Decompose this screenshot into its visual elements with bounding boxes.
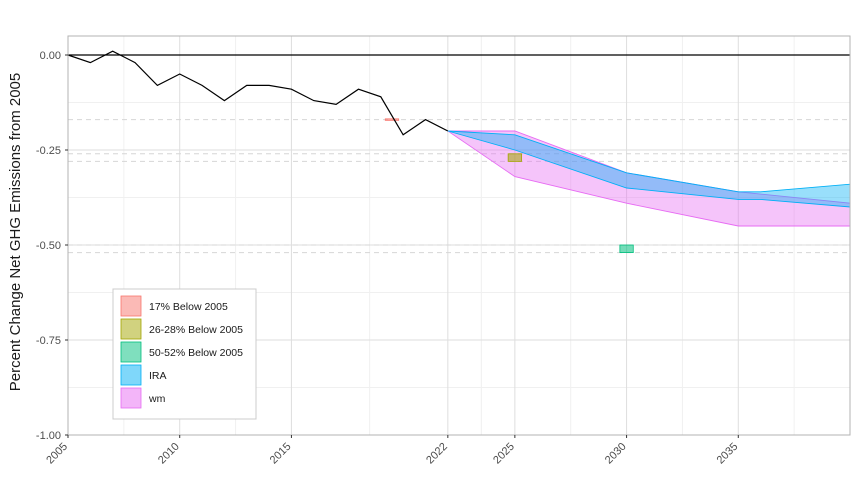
y-tick-label: -0.25 — [36, 145, 61, 157]
legend: 17% Below 2005 26-28% Below 2005 50-52% Be… — [112, 288, 257, 420]
historical-line — [67, 50, 449, 136]
target-marker-1 — [384, 118, 400, 121]
legend-label-3: 50-52% Below 2005 — [149, 347, 243, 359]
x-tick-label: 2030 — [603, 441, 629, 467]
legend-key-3 — [120, 341, 142, 363]
target-markers — [384, 118, 634, 253]
historical-emissions — [67, 50, 449, 136]
target-marker-3 — [619, 244, 634, 253]
y-tick-label: -0.50 — [36, 240, 61, 252]
x-axis-ticks: 2005 2010 2015 2022 2025 2030 2035 — [44, 435, 740, 466]
x-tick-label: 2022 — [424, 441, 450, 467]
legend-label-2: 26-28% Below 2005 — [149, 324, 243, 336]
y-tick-label: -0.75 — [36, 335, 61, 347]
panel-border — [67, 35, 851, 436]
scenario-bands — [446, 130, 851, 227]
x-tick-label: 2015 — [268, 441, 294, 467]
y-axis-title: Percent Change Net GHG Emissions from 20… — [7, 73, 24, 391]
legend-key-4 — [120, 364, 142, 386]
x-tick-label: 2005 — [44, 441, 70, 467]
x-tick-label: 2010 — [156, 441, 182, 467]
y-tick-label: -1.00 — [36, 430, 61, 442]
x-tick-label: 2025 — [491, 441, 517, 467]
y-tick-label: 0.00 — [40, 50, 61, 62]
legend-key-2 — [120, 318, 142, 340]
target-marker-2 — [507, 153, 522, 162]
legend-key-5 — [120, 387, 142, 409]
legend-label-1: 17% Below 2005 — [149, 301, 228, 313]
legend-key-1 — [120, 295, 142, 317]
reference-lines — [68, 119, 850, 254]
legend-label-5: wm — [148, 393, 166, 405]
legend-label-4: IRA — [149, 370, 167, 382]
x-tick-label: 2035 — [715, 441, 741, 467]
y-axis-ticks: 0.00 -0.25 -0.50 -0.75 -1.00 — [36, 50, 68, 442]
